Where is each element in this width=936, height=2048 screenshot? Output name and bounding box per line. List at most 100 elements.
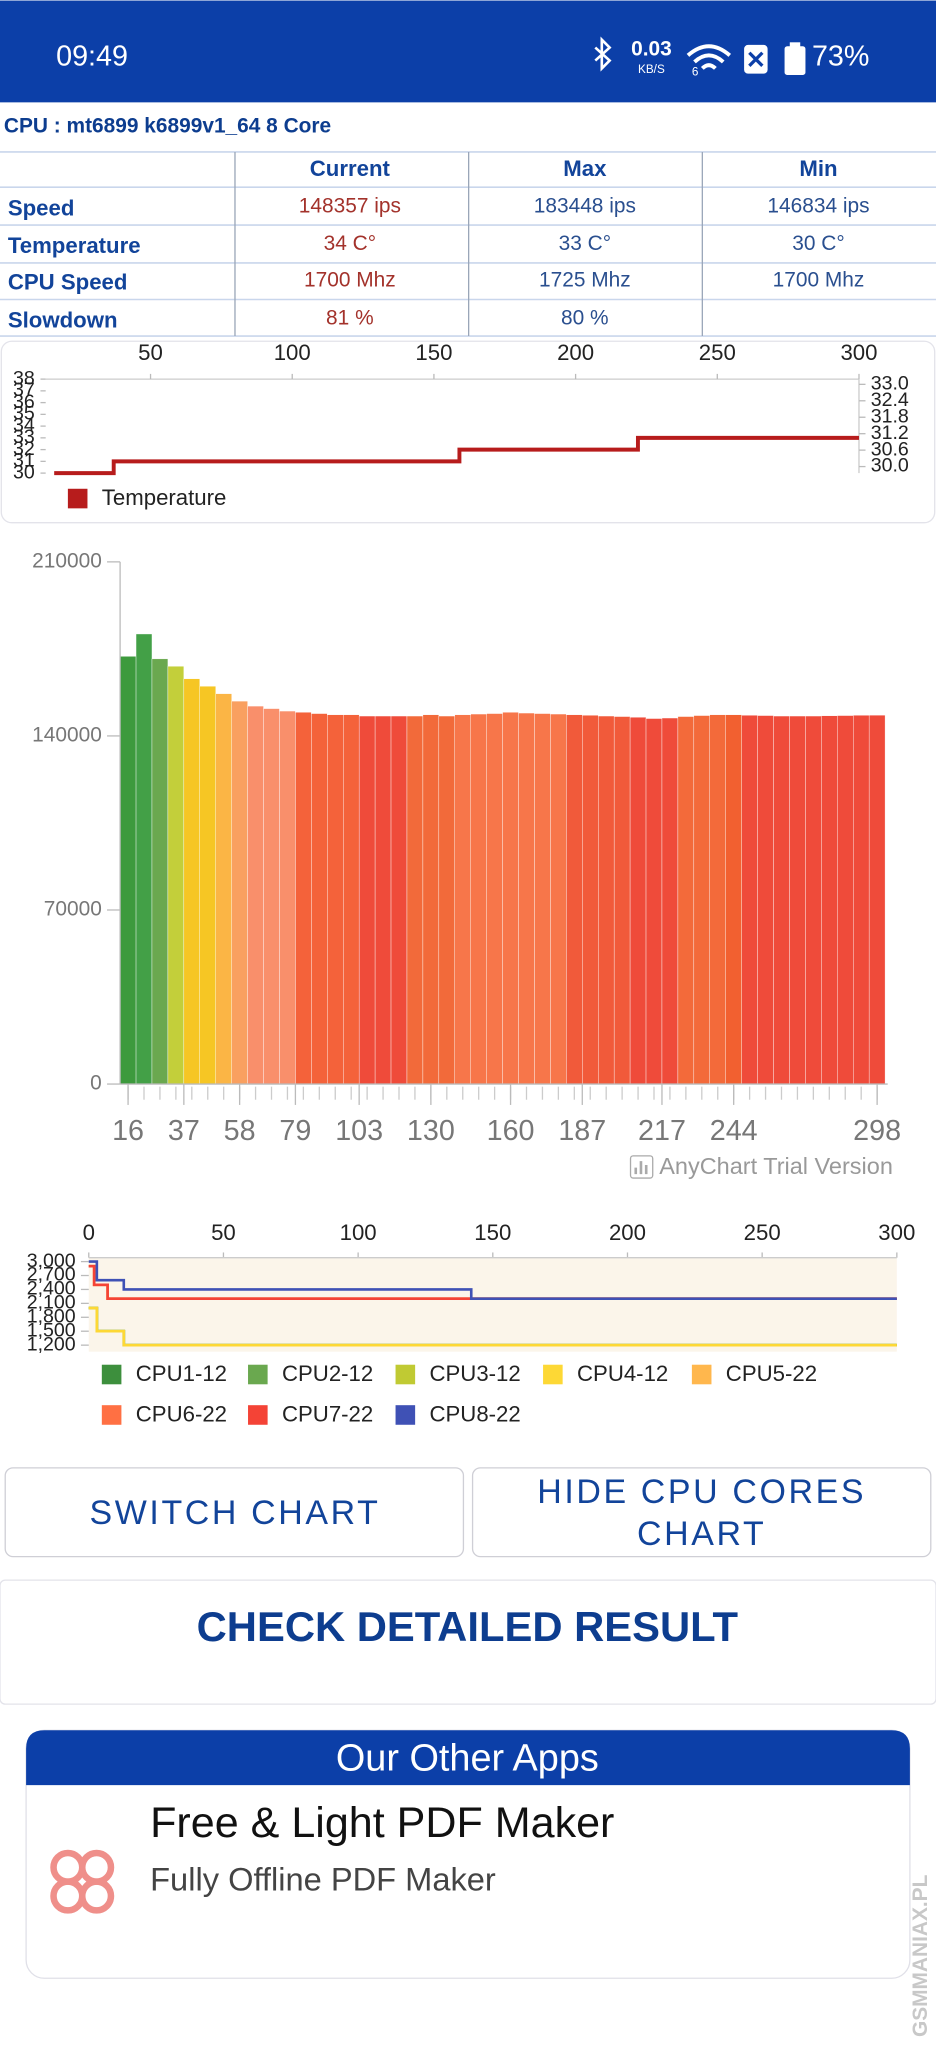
bar xyxy=(741,715,758,1085)
x-tick-label: 244 xyxy=(710,1115,758,1147)
detail-button[interactable] xyxy=(0,1579,936,1705)
y2-tick-label: 33.0 xyxy=(871,373,909,395)
legend-label: CPU2-12 xyxy=(282,1361,373,1386)
table-cell: 148357 ips xyxy=(299,194,401,217)
y-tick-label: 1,200 xyxy=(27,1333,76,1355)
bar xyxy=(757,715,774,1085)
bar xyxy=(247,705,264,1085)
anychart-icon-bars xyxy=(634,1161,648,1175)
bar xyxy=(263,708,280,1085)
temperature-line xyxy=(54,435,859,476)
temperature-card xyxy=(0,340,936,524)
bar xyxy=(821,715,838,1085)
app-name[interactable]: Free & Light PDF Maker xyxy=(150,1799,614,1847)
y-tick-label: 31 xyxy=(13,450,35,472)
y2-tick-label: 30.0 xyxy=(871,455,909,477)
table-cell: 183448 ips xyxy=(534,194,636,217)
bar xyxy=(645,718,663,1085)
legend-swatch xyxy=(248,1364,268,1385)
app-icon xyxy=(50,1849,115,1914)
legend-label: CPU5-22 xyxy=(726,1361,817,1386)
bar xyxy=(502,712,519,1085)
x-tick-label: 300 xyxy=(878,1220,915,1245)
bar xyxy=(183,678,200,1085)
table-cell: 30 C° xyxy=(792,232,844,255)
row-label: Speed xyxy=(8,195,75,220)
bar xyxy=(231,700,248,1085)
bar xyxy=(406,715,424,1085)
x-tick-label: 0 xyxy=(83,1220,95,1245)
x-tick-label: 79 xyxy=(279,1115,311,1147)
core-line xyxy=(88,1264,897,1301)
bar xyxy=(550,713,567,1085)
switch-chart-label[interactable]: SWITCH CHART xyxy=(90,1494,381,1532)
temperature-chart: 50 100 150 200 250 30030313233343536373830.03… xyxy=(13,340,909,510)
bluetooth-icon xyxy=(594,36,612,72)
sim-x xyxy=(748,51,764,67)
wifi-badge: 6 xyxy=(692,65,699,78)
table-cell: 1700 Mhz xyxy=(304,269,396,292)
bar xyxy=(518,712,535,1085)
row-label: CPU Speed xyxy=(8,270,128,295)
hide-cores-button[interactable] xyxy=(471,1467,932,1558)
y-tick-label: 1,500 xyxy=(27,1319,76,1341)
row-label: Slowdown xyxy=(8,308,118,333)
legend-label: CPU3-12 xyxy=(429,1361,520,1386)
bar xyxy=(422,714,440,1085)
x-tick-label: 16 xyxy=(112,1115,144,1147)
hide-cores-label-box[interactable]: HIDE CPU CORES CHART xyxy=(516,1468,888,1557)
other-apps-header xyxy=(26,1730,910,1786)
bar xyxy=(629,717,647,1085)
bar xyxy=(486,713,503,1085)
legend-swatch xyxy=(67,488,88,509)
y-tick-label: 30 xyxy=(13,461,35,483)
table-cell: 33 C° xyxy=(559,232,611,255)
y-tick-label: 37 xyxy=(13,379,35,401)
other-apps-title: Our Other Apps xyxy=(336,1737,599,1779)
core-line xyxy=(88,1306,897,1347)
bar xyxy=(613,716,631,1085)
y-tick-label: 210000 xyxy=(32,549,102,572)
bar xyxy=(358,715,376,1085)
x-tick-label: 298 xyxy=(853,1115,901,1147)
bar xyxy=(709,714,726,1085)
bar xyxy=(454,714,471,1085)
x-tick-label: 217 xyxy=(638,1115,686,1147)
bar xyxy=(693,715,710,1085)
x-tick-label: 50 xyxy=(211,1220,236,1245)
battery-level: 73% xyxy=(812,41,869,73)
bar xyxy=(534,713,551,1085)
legend-label: CPU7-22 xyxy=(282,1401,373,1426)
bar xyxy=(837,715,854,1085)
y-tick-label: 3,000 xyxy=(27,1250,76,1272)
legend-swatch xyxy=(691,1364,712,1385)
core-line xyxy=(88,1260,897,1301)
row-label: Temperature xyxy=(8,233,141,258)
x-tick-label: 160 xyxy=(487,1115,535,1147)
bar xyxy=(167,666,185,1085)
y-tick-label: 36 xyxy=(13,391,35,413)
bar xyxy=(470,713,487,1085)
bar xyxy=(582,715,599,1085)
x-tick-label: 150 xyxy=(474,1220,511,1245)
detail-button-label[interactable]: CHECK DETAILED RESULT xyxy=(197,1603,739,1650)
y2-tick-label: 30.6 xyxy=(871,438,909,460)
switch-chart-button[interactable] xyxy=(4,1467,465,1558)
table-cell: 1725 Mhz xyxy=(539,269,631,292)
bar xyxy=(805,715,822,1085)
legend-label: Temperature xyxy=(102,485,227,510)
bar xyxy=(151,658,169,1085)
legend-swatch xyxy=(395,1364,416,1385)
bar xyxy=(199,686,216,1085)
bar xyxy=(215,693,232,1085)
x-tick-label: 103 xyxy=(335,1115,383,1147)
battery-tip xyxy=(789,42,801,48)
bar xyxy=(374,715,392,1085)
battery-icon xyxy=(784,46,806,75)
table-cell: 146834 ips xyxy=(767,194,869,217)
cpu-cores-chart: 0 50 100 150 200 250 3001,2001,5001,8002,1002,… xyxy=(27,1220,916,1426)
hide-cores-label[interactable]: HIDE CPU CORES CHART xyxy=(537,1471,867,1553)
y-tick-label: 38 xyxy=(13,367,35,389)
